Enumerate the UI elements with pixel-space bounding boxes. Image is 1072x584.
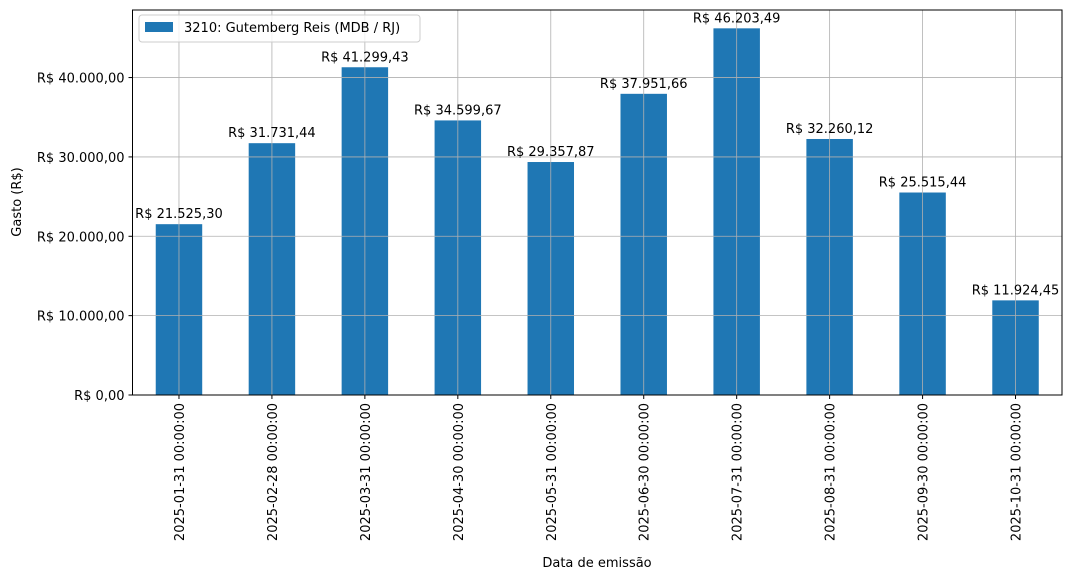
bar-value-label: R$ 41.299,43 [321,50,409,65]
bar-value-label: R$ 25.515,44 [879,176,967,191]
y-tick-label: R$ 0,00 [74,389,124,404]
bar-value-label: R$ 46.203,49 [693,11,781,26]
bar-value-label: R$ 32.260,12 [786,122,874,137]
bar-value-label: R$ 37.951,66 [600,77,688,92]
bar-value-label: R$ 34.599,67 [414,103,502,118]
legend-frame [138,14,421,43]
x-tick-label: 2025-07-31 00:00:00 [731,403,746,541]
x-tick-label: 2025-08-31 00:00:00 [824,403,839,541]
legend-label: 3210: Gutemberg Reis (MDB / RJ) [184,21,400,36]
bar-value-label: R$ 11.924,45 [972,283,1060,298]
x-tick-label: 2025-05-31 00:00:00 [545,403,560,541]
bar-value-label: R$ 21.525,30 [135,207,223,222]
x-tick-label: 2025-10-31 00:00:00 [1010,403,1025,541]
legend-swatch [145,22,173,32]
x-tick-label: 2025-02-28 00:00:00 [266,403,281,541]
bar-value-label: R$ 31.731,44 [228,126,316,141]
x-tick-label: 2025-04-30 00:00:00 [452,403,467,541]
legend: 3210: Gutemberg Reis (MDB / RJ) [138,14,421,43]
x-tick-label: 2025-06-30 00:00:00 [638,403,653,541]
x-axis-label: Data de emissão [542,556,651,571]
y-tick-label: R$ 20.000,00 [37,230,125,245]
y-tick-label: R$ 30.000,00 [37,151,125,166]
y-axis-label: Gasto (R$) [10,167,25,236]
x-tick-label: 2025-09-30 00:00:00 [917,403,932,541]
x-tick-label: 2025-01-31 00:00:00 [173,403,188,541]
bar-value-label: R$ 29.357,87 [507,145,595,160]
x-tick-label: 2025-03-31 00:00:00 [359,403,374,541]
y-tick-label: R$ 10.000,00 [37,310,125,325]
plot-frame [132,9,1063,396]
y-tick-label: R$ 40.000,00 [37,72,125,87]
